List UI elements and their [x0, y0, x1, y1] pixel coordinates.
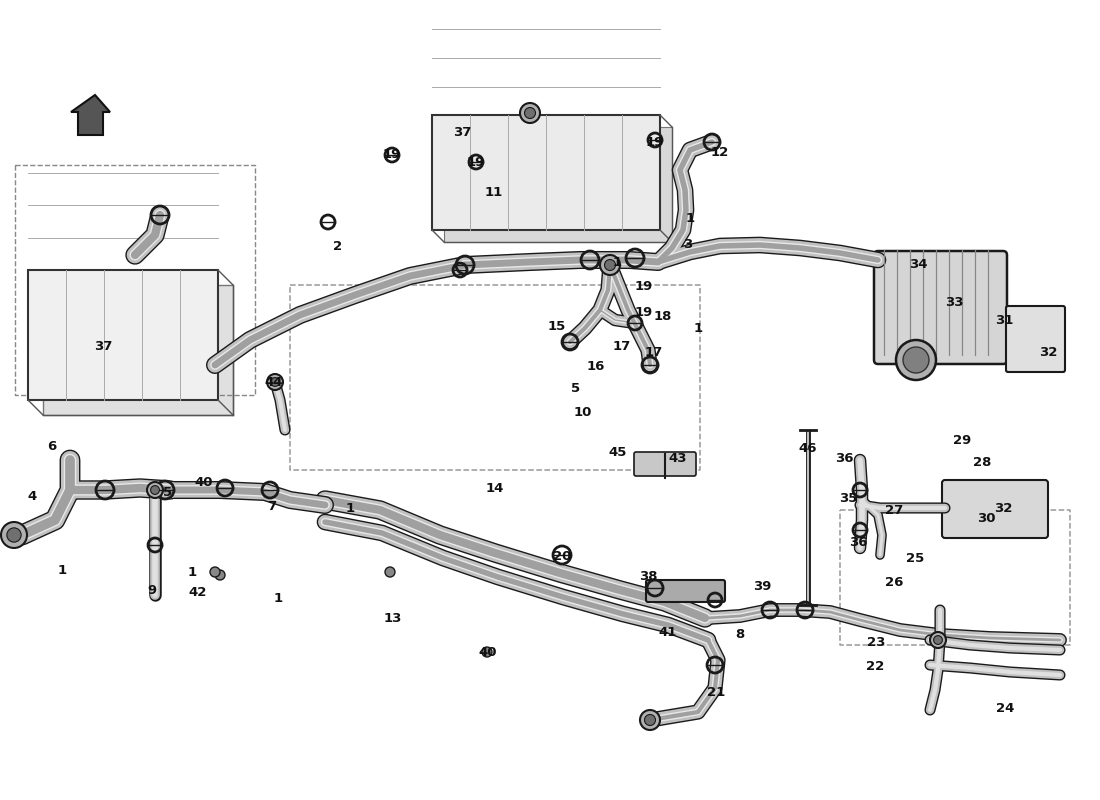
- Text: 22: 22: [866, 659, 884, 673]
- Text: 41: 41: [659, 626, 678, 638]
- Text: 39: 39: [752, 579, 771, 593]
- FancyBboxPatch shape: [43, 285, 233, 415]
- Text: 26: 26: [884, 575, 903, 589]
- Text: 5: 5: [164, 486, 173, 498]
- Text: 32: 32: [993, 502, 1012, 514]
- Text: 14: 14: [486, 482, 504, 494]
- Text: 1: 1: [57, 563, 67, 577]
- Text: 9: 9: [147, 583, 156, 597]
- Text: 46: 46: [799, 442, 817, 454]
- Text: 32: 32: [1038, 346, 1057, 358]
- Text: 6: 6: [47, 441, 56, 454]
- Circle shape: [640, 710, 660, 730]
- Text: 42: 42: [189, 586, 207, 598]
- Text: 44: 44: [265, 375, 284, 389]
- Text: 12: 12: [711, 146, 729, 158]
- Text: 1: 1: [187, 566, 197, 579]
- FancyBboxPatch shape: [432, 115, 660, 230]
- FancyBboxPatch shape: [1006, 306, 1065, 372]
- Text: 1: 1: [274, 591, 283, 605]
- Text: 34: 34: [909, 258, 927, 270]
- Text: 13: 13: [384, 611, 403, 625]
- Text: 1: 1: [685, 211, 694, 225]
- Text: 36: 36: [849, 535, 867, 549]
- Text: 15: 15: [548, 319, 566, 333]
- Text: 7: 7: [267, 501, 276, 514]
- Circle shape: [930, 632, 946, 648]
- Text: 19: 19: [635, 281, 653, 294]
- Text: 19: 19: [635, 306, 653, 318]
- Text: 29: 29: [953, 434, 971, 446]
- Circle shape: [271, 378, 279, 386]
- Circle shape: [267, 374, 283, 390]
- Text: 17: 17: [645, 346, 663, 359]
- Text: 30: 30: [977, 511, 996, 525]
- Circle shape: [520, 103, 540, 123]
- Text: 5: 5: [571, 382, 581, 394]
- Text: 3: 3: [683, 238, 693, 250]
- Circle shape: [896, 340, 936, 380]
- Circle shape: [1, 522, 28, 548]
- FancyBboxPatch shape: [444, 127, 672, 242]
- Circle shape: [385, 567, 395, 577]
- Text: 19: 19: [383, 149, 402, 162]
- Circle shape: [7, 528, 21, 542]
- Text: 28: 28: [972, 457, 991, 470]
- Text: 40: 40: [478, 646, 497, 658]
- Text: 1: 1: [693, 322, 703, 334]
- Text: 31: 31: [994, 314, 1013, 326]
- Circle shape: [903, 347, 929, 373]
- Text: 25: 25: [906, 551, 924, 565]
- Text: 16: 16: [586, 359, 605, 373]
- Text: 27: 27: [884, 503, 903, 517]
- Circle shape: [934, 635, 943, 645]
- FancyBboxPatch shape: [942, 480, 1048, 538]
- Text: 19: 19: [466, 155, 485, 169]
- Text: 11: 11: [485, 186, 503, 198]
- Text: 1: 1: [613, 257, 621, 270]
- Text: 21: 21: [707, 686, 725, 698]
- Circle shape: [482, 647, 492, 657]
- Text: 38: 38: [639, 570, 658, 582]
- Text: 18: 18: [653, 310, 672, 322]
- Text: 20: 20: [553, 550, 571, 562]
- Text: 4: 4: [28, 490, 36, 502]
- Circle shape: [151, 486, 160, 494]
- Text: 8: 8: [736, 627, 745, 641]
- Text: 1: 1: [345, 502, 354, 514]
- Text: 35: 35: [839, 491, 857, 505]
- Text: 36: 36: [835, 451, 854, 465]
- Circle shape: [600, 255, 620, 275]
- Circle shape: [210, 567, 220, 577]
- Circle shape: [525, 107, 536, 118]
- Text: 43: 43: [669, 451, 688, 465]
- Text: 40: 40: [195, 477, 213, 490]
- Text: 10: 10: [574, 406, 592, 419]
- FancyBboxPatch shape: [634, 452, 696, 476]
- Polygon shape: [72, 95, 110, 135]
- Text: 33: 33: [945, 295, 964, 309]
- Circle shape: [214, 570, 225, 580]
- FancyBboxPatch shape: [874, 251, 1006, 364]
- FancyBboxPatch shape: [646, 580, 725, 602]
- FancyBboxPatch shape: [28, 270, 218, 400]
- Text: 17: 17: [613, 339, 631, 353]
- Circle shape: [147, 482, 163, 498]
- Text: 23: 23: [867, 635, 886, 649]
- Text: 19: 19: [646, 135, 664, 149]
- Circle shape: [645, 714, 656, 726]
- Text: 37: 37: [94, 341, 112, 354]
- Text: 45: 45: [608, 446, 627, 458]
- Text: 24: 24: [996, 702, 1014, 714]
- Text: 37: 37: [453, 126, 471, 139]
- Circle shape: [605, 259, 616, 270]
- Text: 2: 2: [333, 239, 342, 253]
